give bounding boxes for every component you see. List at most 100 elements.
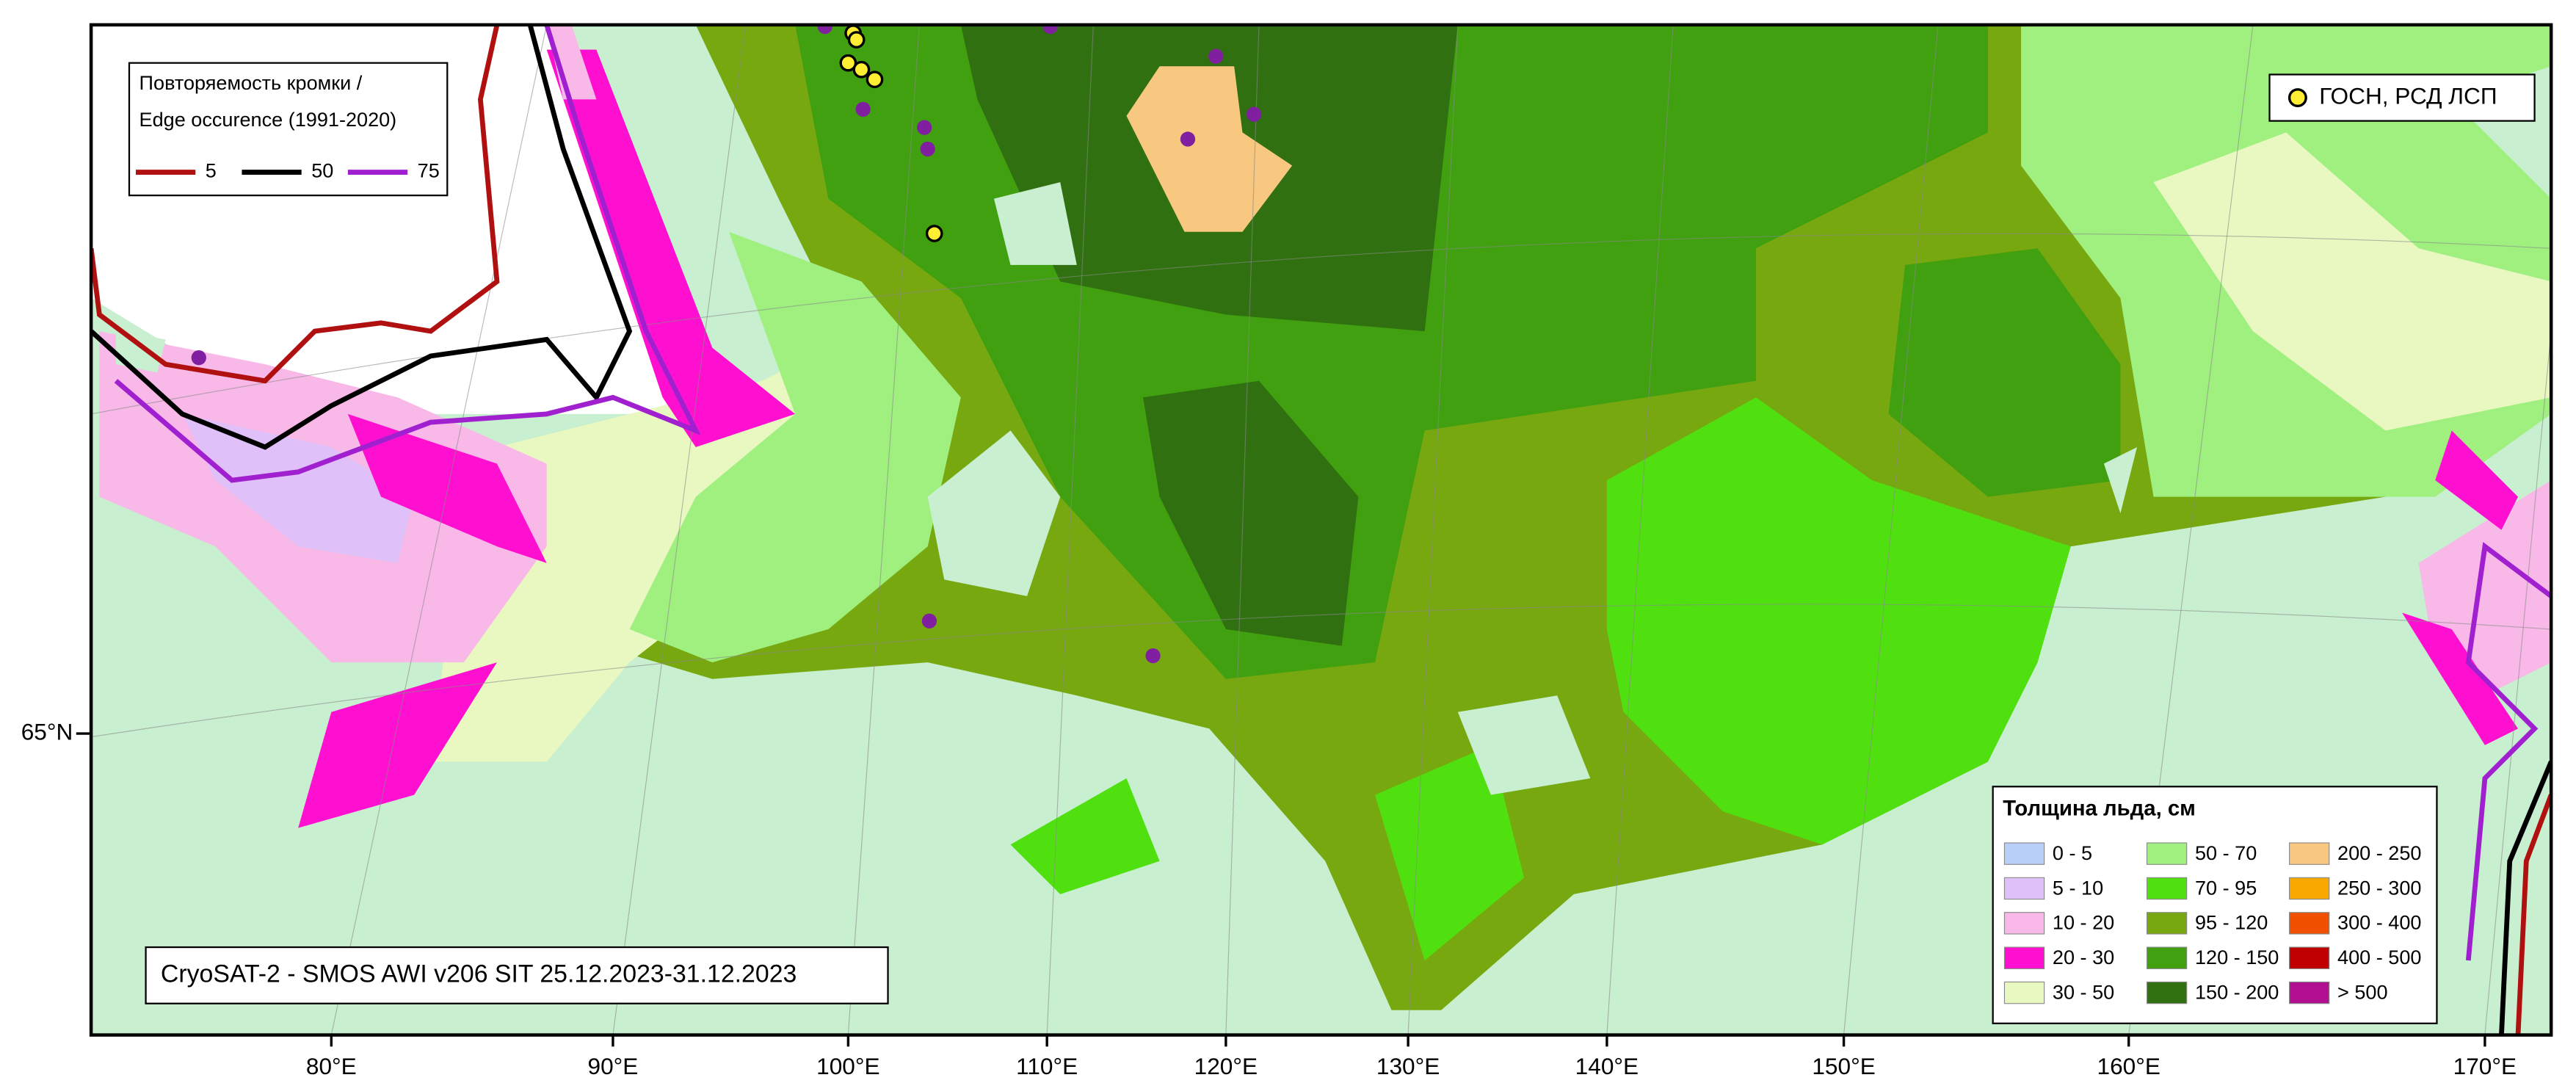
edge-line-75 [2465, 542, 2552, 961]
thickness-swatch [2146, 946, 2188, 969]
ice-zone [2153, 132, 2552, 431]
meridian [330, 24, 548, 1035]
edge-legend-title: Повторяемость кромки / [139, 71, 363, 94]
ice-zone [2435, 430, 2519, 530]
observation-point [1042, 24, 1058, 35]
thickness-label: 5 - 10 [2053, 876, 2103, 899]
land-island [927, 430, 1061, 596]
thickness-swatch [2146, 981, 2188, 1004]
lon-label: 170°E [2453, 1053, 2517, 1079]
thickness-label: 0 - 5 [2053, 841, 2092, 864]
thickness-label: 400 - 500 [2337, 946, 2421, 968]
station-legend-symbol [2287, 88, 2307, 108]
lon-label: 110°E [1016, 1053, 1078, 1079]
lon-label: 160°E [2097, 1053, 2160, 1079]
edge-line-75 [114, 24, 701, 483]
thickness-label: 250 - 300 [2337, 876, 2421, 899]
thickness-swatch [2289, 842, 2330, 865]
ice-zone [182, 413, 415, 563]
meridian [1407, 24, 1459, 1035]
observation-point [921, 613, 937, 629]
observation-point [817, 24, 832, 35]
land-island [2103, 446, 2138, 514]
station-legend-box [2268, 73, 2536, 122]
lon-label: 150°E [1812, 1053, 1875, 1079]
observation-point [191, 350, 206, 366]
edge-legend-label: 5 [206, 159, 217, 182]
edge-legend-title: Edge occurence (1991-2020) [139, 108, 397, 131]
edge-line-5 [91, 24, 500, 384]
station-marker [852, 60, 871, 79]
thickness-label: 50 - 70 [2195, 841, 2257, 864]
thickness-swatch [2146, 912, 2188, 935]
meridian [847, 24, 920, 1035]
observation-point [1180, 131, 1196, 147]
lon-label: 80°E [306, 1053, 357, 1079]
observation-point [855, 101, 871, 117]
observation-point [1247, 106, 1262, 122]
station-marker [925, 225, 943, 242]
thickness-swatch [2003, 877, 2045, 900]
meridian [1606, 24, 1674, 1035]
ice-zone [2402, 612, 2519, 745]
thickness-label: 200 - 250 [2337, 841, 2421, 864]
thickness-swatch [2289, 912, 2330, 935]
map-area [91, 24, 2552, 1035]
edge-line-5 [2515, 794, 2552, 1035]
station-legend-label: ГОСН, РСД ЛСП [2319, 82, 2497, 109]
ice-zone [629, 231, 961, 663]
thickness-swatch [2003, 842, 2045, 865]
meridian [2484, 331, 2552, 1035]
lon-label: 130°E [1376, 1053, 1440, 1079]
station-marker [847, 31, 866, 48]
meridian [1225, 24, 1260, 1035]
observation-point [1208, 48, 1224, 64]
ice-zone [546, 49, 796, 447]
thickness-label: > 500 [2337, 980, 2388, 1003]
thickness-label: 70 - 95 [2195, 876, 2257, 899]
lon-label: 90°E [588, 1053, 639, 1079]
station-marker [866, 70, 884, 89]
meridian [1843, 24, 1939, 1035]
ice-zone [1606, 397, 2071, 845]
meridian [612, 24, 747, 1035]
ice-zone [546, 24, 597, 100]
thickness-label: 20 - 30 [2053, 946, 2114, 968]
thickness-swatch [2289, 877, 2330, 900]
thickness-label: 10 - 20 [2053, 911, 2114, 934]
thickness-label: 300 - 400 [2337, 911, 2421, 934]
thickness-label: 150 - 200 [2195, 980, 2279, 1003]
ice-zone [1143, 380, 1359, 646]
edge-legend-label: 50 [311, 159, 333, 182]
thickness-label: 30 - 50 [2053, 980, 2114, 1003]
thickness-legend-box [1992, 786, 2438, 1024]
observation-point [1145, 648, 1161, 664]
parallel [91, 604, 2552, 738]
lon-label: 140°E [1575, 1053, 1639, 1079]
thickness-label: 120 - 150 [2195, 946, 2279, 968]
observation-point [920, 141, 935, 157]
land-island [1457, 695, 1591, 795]
edge-line-50 [2499, 761, 2552, 1035]
thickness-swatch [2003, 946, 2045, 969]
ice-zone [1374, 745, 1525, 961]
thickness-swatch [2146, 877, 2188, 900]
ice-zone [1010, 778, 1160, 894]
thickness-label: 95 - 120 [2195, 911, 2268, 934]
edge-line-50 [91, 24, 633, 450]
thickness-swatch [2003, 912, 2045, 935]
edge-legend-label: 75 [418, 159, 440, 182]
ice-zone [1888, 248, 2121, 497]
map-frame [89, 23, 2553, 1037]
thickness-swatch [2289, 946, 2330, 969]
meridian [1046, 24, 1094, 1035]
lon-label: 100°E [816, 1053, 879, 1079]
lon-label: 120°E [1194, 1053, 1258, 1079]
map-title: CryoSAT-2 - SMOS AWI v206 SIT 25.12.2023… [161, 960, 797, 988]
thickness-legend-title: Толщина льда, см [2003, 797, 2196, 821]
ice-zone [1126, 66, 1293, 232]
thickness-swatch [2003, 981, 2045, 1004]
ice-zone [298, 662, 497, 828]
station-marker [839, 54, 857, 72]
